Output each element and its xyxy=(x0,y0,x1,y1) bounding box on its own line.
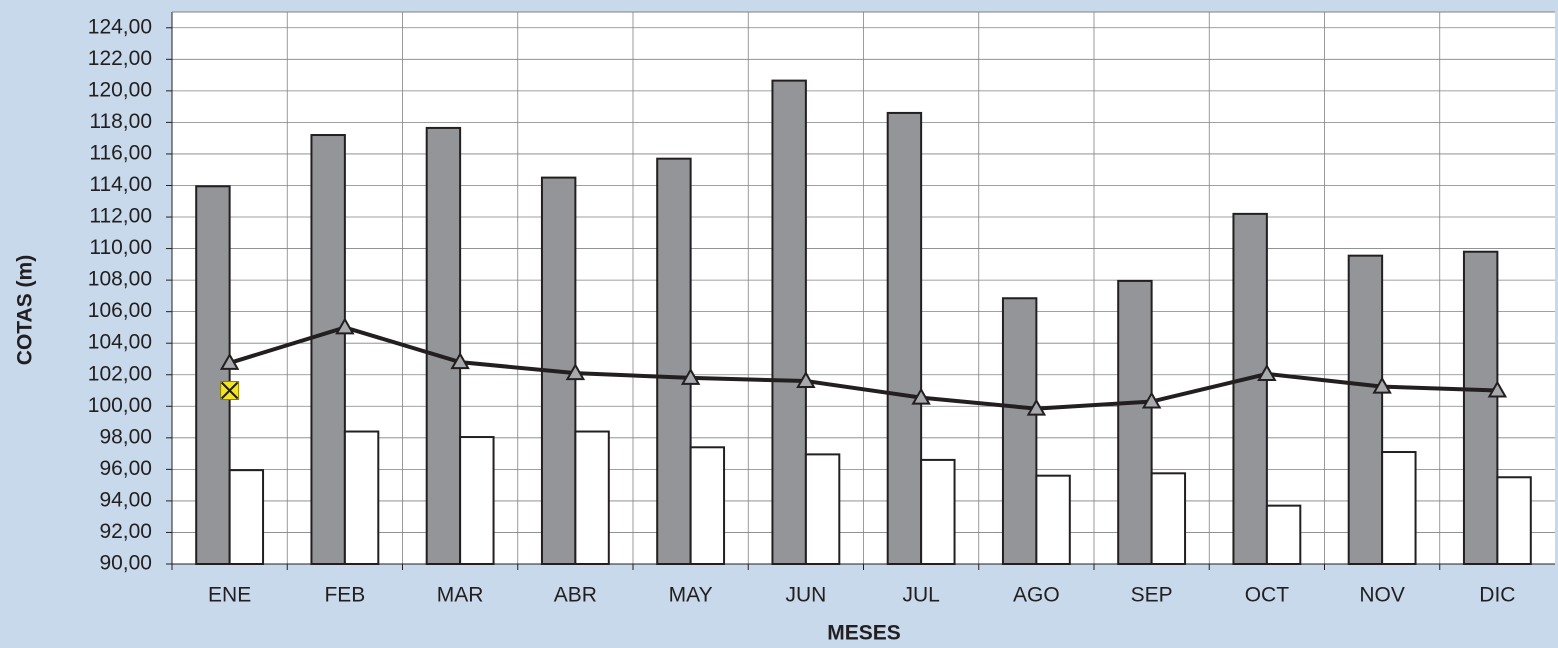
bar xyxy=(1150,472,1187,566)
bar xyxy=(425,126,462,565)
y-tick-label: 108,00 xyxy=(88,268,152,291)
y-tick-label: 124,00 xyxy=(88,15,152,38)
y-tick-label: 120,00 xyxy=(88,78,152,101)
y-tick-label: 102,00 xyxy=(88,362,152,385)
point-marker xyxy=(220,381,240,401)
x-tick-label: MAR xyxy=(437,584,484,607)
bar xyxy=(574,430,610,565)
point-cross xyxy=(220,381,239,400)
x-axis-title: MESES xyxy=(827,622,901,645)
y-tick-label: 98,00 xyxy=(99,425,152,448)
line-marker xyxy=(1257,363,1277,381)
line-marker xyxy=(1487,380,1508,398)
y-tick-label: 118,00 xyxy=(89,110,152,133)
line-marker xyxy=(1141,391,1162,409)
bar xyxy=(1117,279,1153,565)
x-tick-label: SEP xyxy=(1131,584,1173,607)
bar xyxy=(689,446,726,566)
bar xyxy=(1035,474,1071,565)
line-marker xyxy=(1372,376,1392,394)
line-marker xyxy=(796,371,816,389)
bar xyxy=(1265,504,1302,566)
bar xyxy=(920,458,956,565)
line-marker xyxy=(219,352,240,370)
x-tick-label: ENE xyxy=(208,584,251,607)
x-tick-label: FEB xyxy=(324,584,365,607)
y-tick-label: 94,00 xyxy=(99,488,152,511)
y-tick-label: 106,00 xyxy=(88,299,152,322)
y-tick-label: 92,00 xyxy=(99,520,152,543)
bar xyxy=(228,469,265,565)
x-tick-label: JUN xyxy=(785,584,826,607)
x-tick-label: OCT xyxy=(1245,584,1290,607)
line-marker xyxy=(335,317,355,335)
line-marker xyxy=(1026,398,1047,416)
bar xyxy=(1462,250,1499,565)
y-tick-label: 100,00 xyxy=(88,394,152,417)
line xyxy=(229,325,1498,411)
line-marker xyxy=(680,367,701,385)
y-tick-label: 122,00 xyxy=(88,47,152,70)
bar xyxy=(195,185,231,565)
bar xyxy=(1496,476,1532,565)
bar xyxy=(1381,451,1417,565)
line-marker xyxy=(565,363,586,381)
bar xyxy=(804,453,841,566)
x-tick-label: DIC xyxy=(1479,584,1515,607)
x-tick-label: NOV xyxy=(1359,584,1405,607)
y-tick-label: 90,00 xyxy=(99,552,152,575)
y-axis-title: COTAS (m) xyxy=(14,255,37,365)
bar xyxy=(771,79,807,565)
bar xyxy=(1347,254,1384,565)
y-tick-label: 114,00 xyxy=(89,173,152,196)
bar xyxy=(343,430,380,565)
y-tick-label: 110,00 xyxy=(89,236,152,259)
bar xyxy=(886,111,923,566)
x-tick-label: ABR xyxy=(554,584,597,607)
y-tick-label: 96,00 xyxy=(99,457,152,480)
y-tick-label: 104,00 xyxy=(88,331,152,354)
bar xyxy=(1001,297,1038,565)
x-tick-label: AGO xyxy=(1013,584,1060,607)
line-marker xyxy=(911,387,931,405)
bar xyxy=(459,436,495,566)
line-marker xyxy=(450,352,470,370)
bar xyxy=(1232,212,1268,565)
bar xyxy=(310,134,346,565)
y-tick-label: 116,00 xyxy=(89,141,152,164)
y-tick-label: 112,00 xyxy=(89,205,152,228)
bar xyxy=(656,157,692,565)
x-tick-label: JUL xyxy=(902,584,939,607)
x-tick-label: MAY xyxy=(669,584,713,607)
